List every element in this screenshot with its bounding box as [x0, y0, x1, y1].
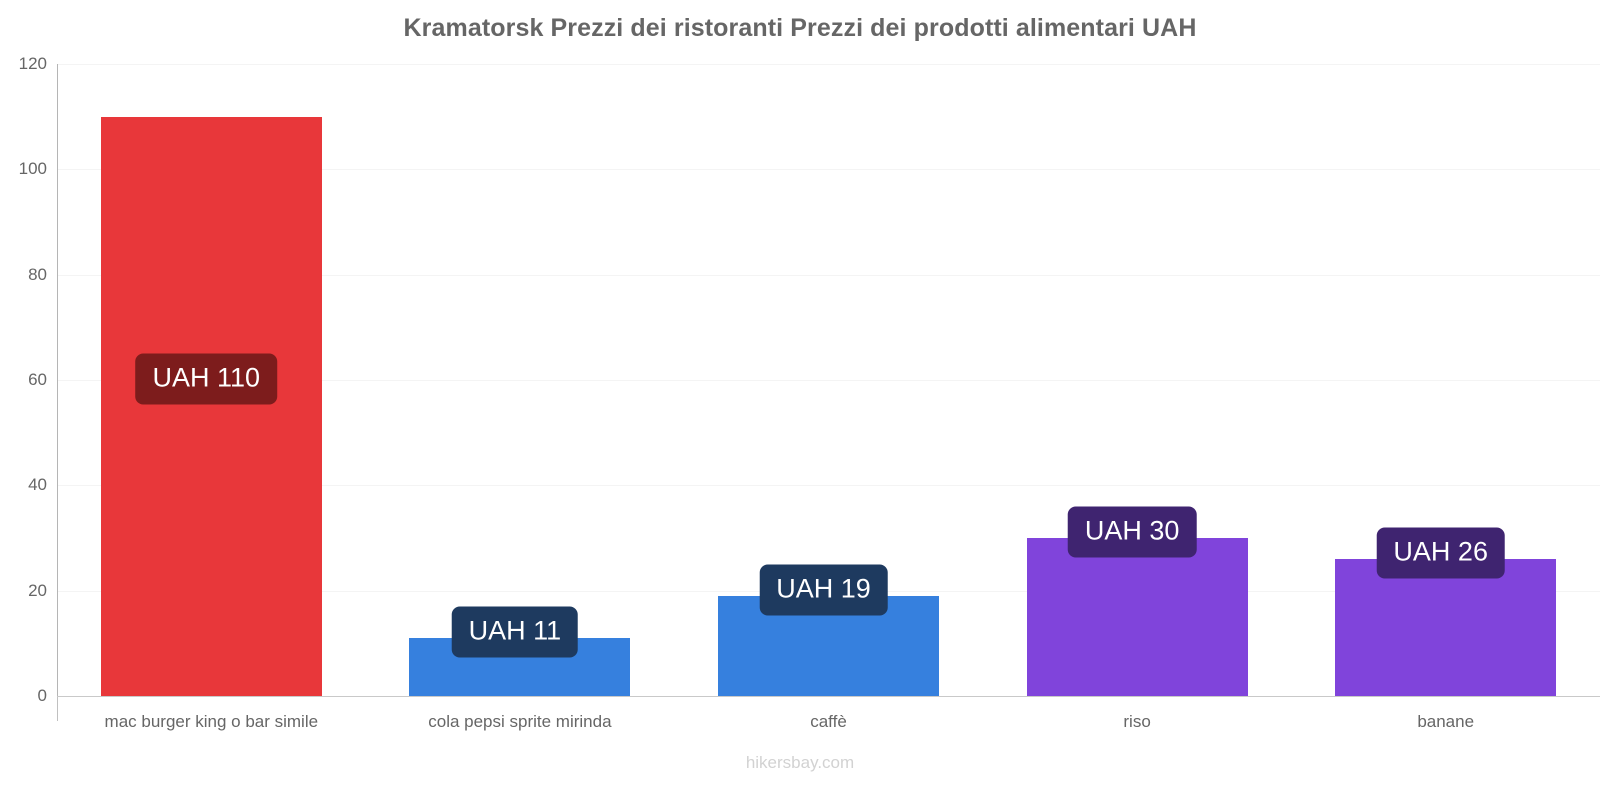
y-axis-line: [57, 64, 58, 697]
bar-value-label: UAH 110: [135, 353, 278, 405]
plot-area: UAH 110 UAH 11 UAH 19 UAH 30 UAH 26: [57, 64, 1600, 697]
footer-credit: hikersbay.com: [745, 753, 855, 772]
y-axis-tick-label: 100: [18, 159, 47, 179]
chart-title: Kramatorsk Prezzi dei ristoranti Prezzi …: [403, 14, 1197, 42]
bar[interactable]: [1026, 538, 1248, 696]
gridline: [57, 169, 1600, 171]
bar-value-label: UAH 19: [759, 564, 888, 616]
y-axis-tick-label: 120: [18, 54, 47, 73]
bar-value-label: UAH 26: [1376, 527, 1505, 579]
bar[interactable]: [1335, 559, 1557, 696]
y-axis-tick-label: 40: [28, 475, 47, 495]
y-axis-tick-label: 60: [28, 370, 47, 389]
y-axis-tick-extension: [57, 697, 58, 721]
x-axis-category-label: cola pepsi sprite mirinda: [428, 712, 612, 731]
x-axis-category-label: mac burger king o bar simile: [104, 712, 319, 731]
x-axis-category-label: riso: [1123, 712, 1151, 731]
x-axis-line: [57, 696, 1600, 697]
bar[interactable]: [100, 116, 322, 696]
bar-value-label: UAH 11: [451, 606, 579, 658]
gridline: [57, 485, 1600, 487]
gridline: [57, 274, 1600, 276]
gridline: [57, 380, 1600, 381]
x-axis-category-label: banane: [1417, 712, 1475, 731]
y-axis-tick-label: 80: [28, 264, 47, 284]
y-axis-tick-label: 20: [28, 580, 47, 600]
gridline: [57, 64, 1600, 65]
bar-value-label: UAH 30: [1067, 506, 1197, 558]
x-axis-category-label: caffè: [810, 712, 847, 731]
y-axis-tick-labels: 0 20 40 60 80 100 120: [0, 54, 47, 705]
y-axis-tick-label: 0: [37, 686, 47, 705]
